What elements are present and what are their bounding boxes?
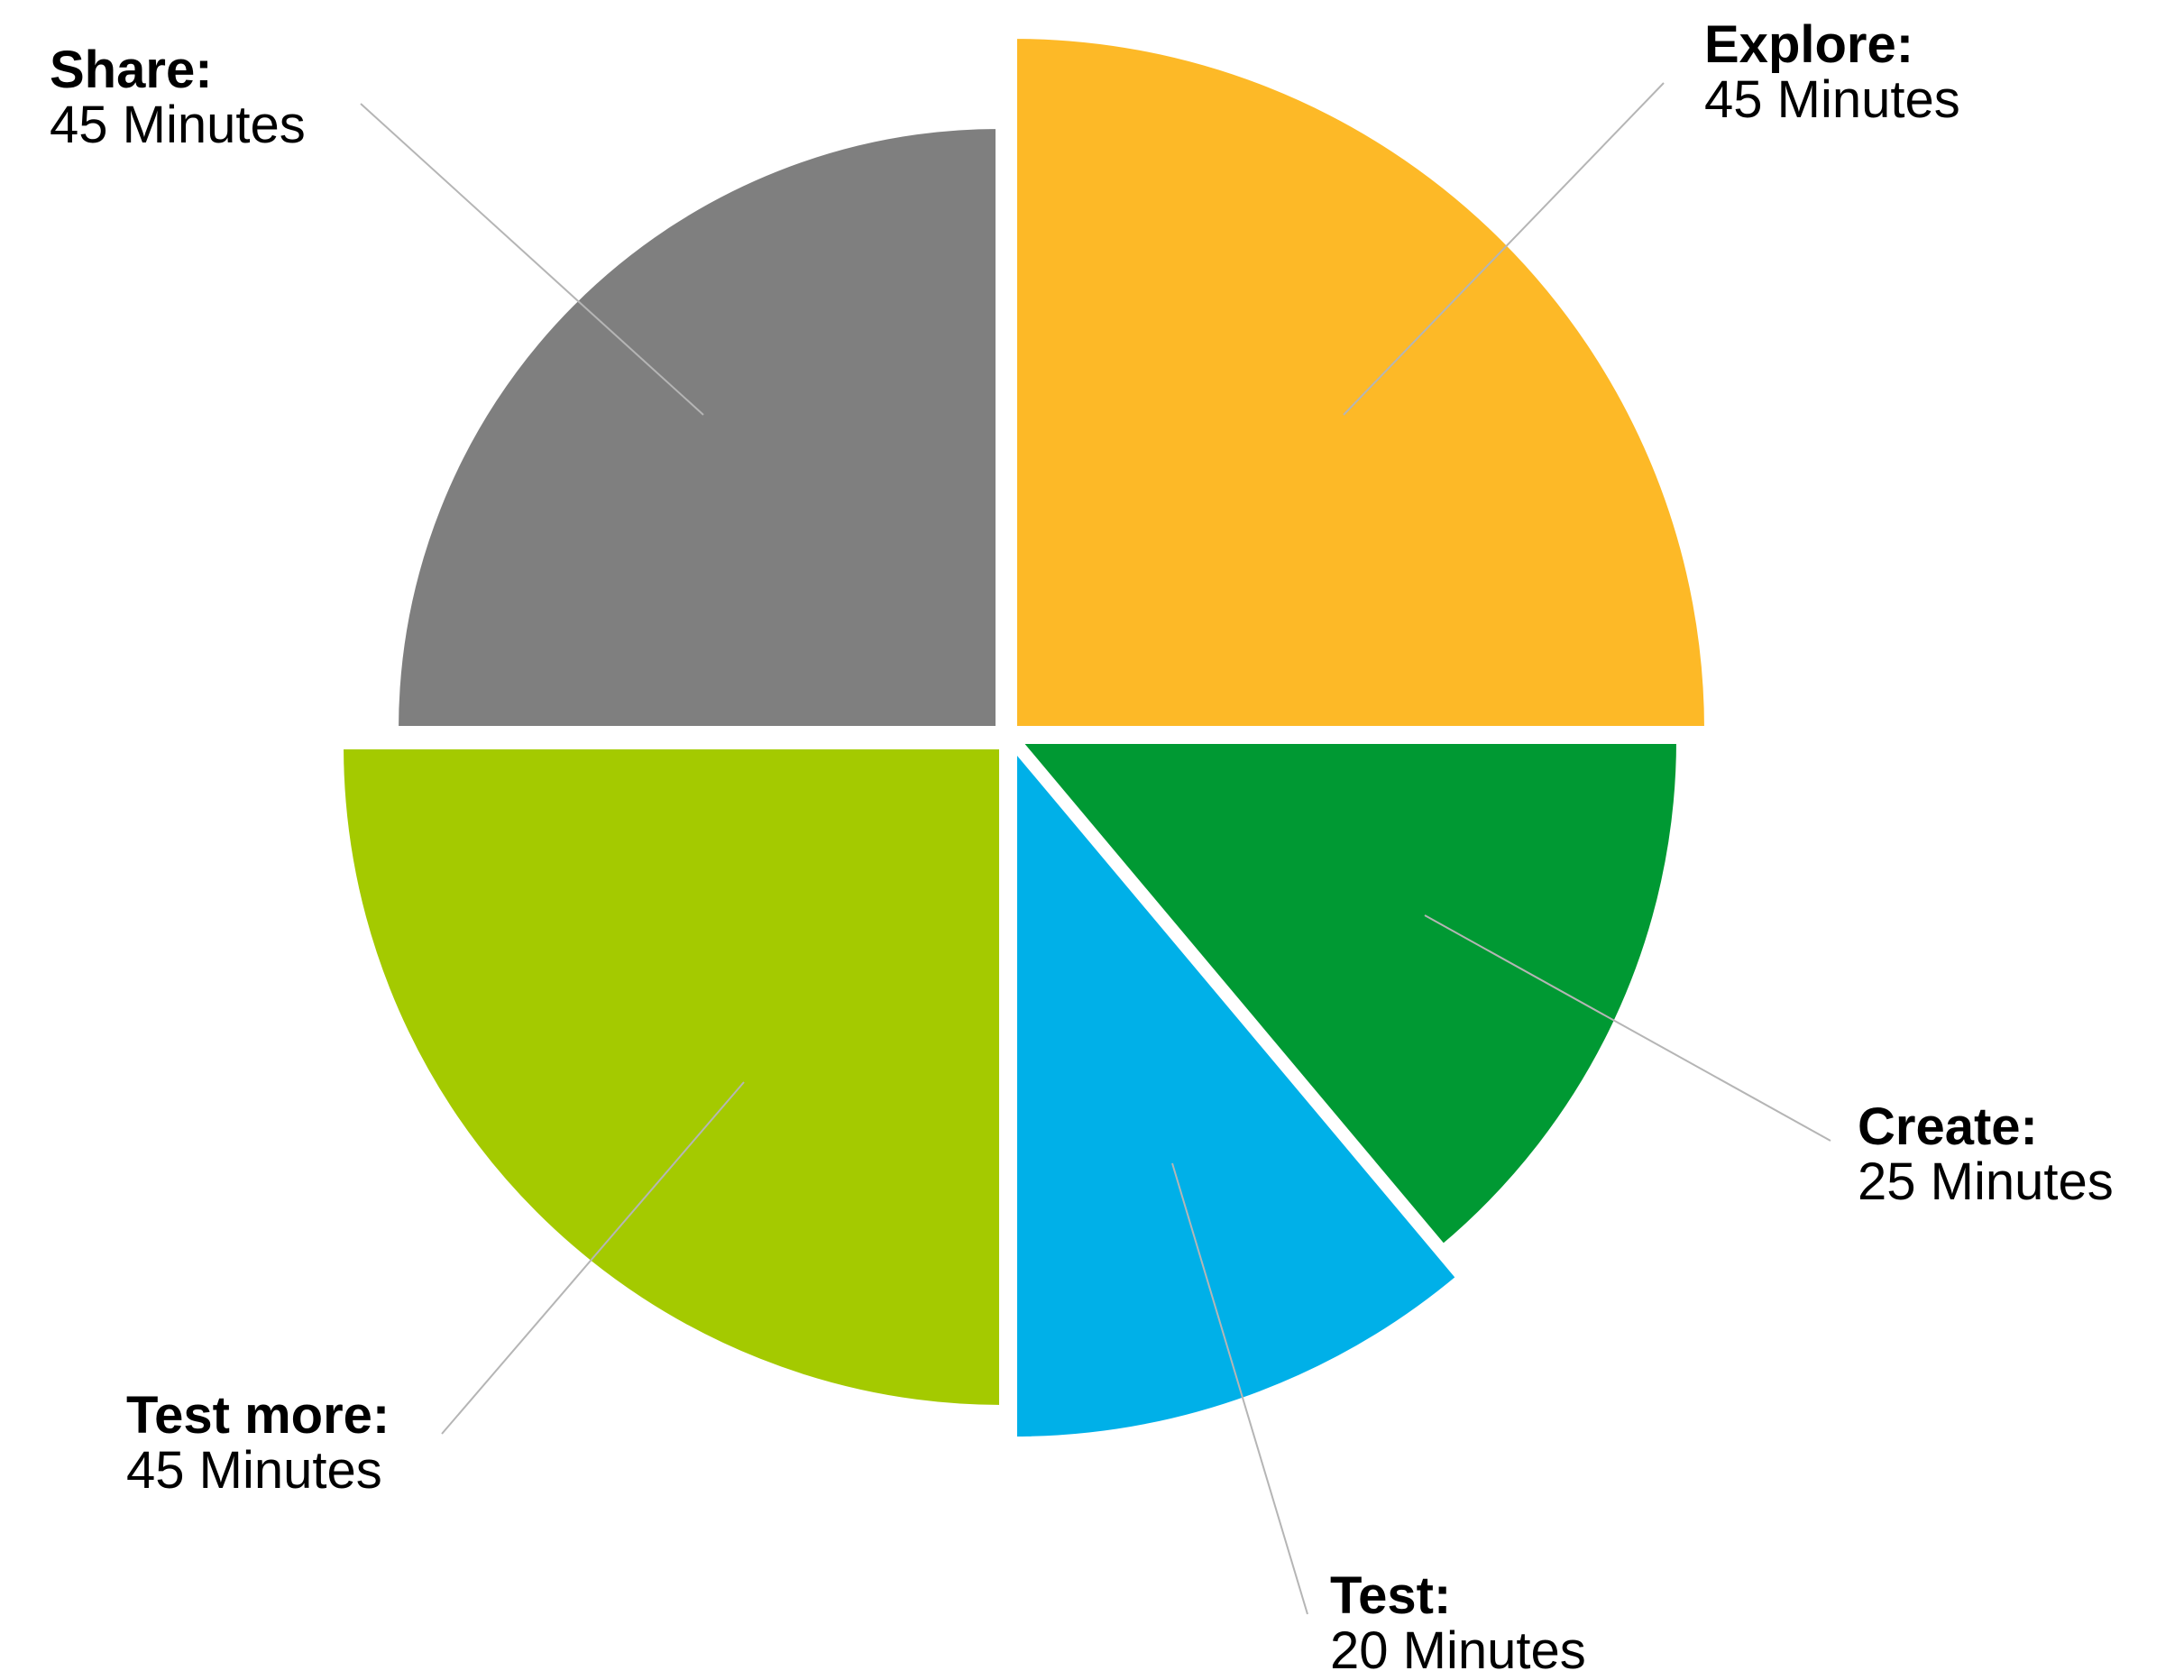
label-test-more-name: Test more: <box>126 1386 390 1445</box>
label-explore-name: Explore: <box>1704 15 1914 74</box>
label-test-more-value: 45 Minutes <box>126 1440 382 1500</box>
label-create-name: Create: <box>1858 1097 2038 1156</box>
pie-slices <box>335 31 1712 1445</box>
slice-create <box>1009 737 1684 1253</box>
leader-line-test <box>1171 1162 1308 1615</box>
leader-line-explore <box>1343 82 1665 416</box>
slice-test <box>1010 736 1465 1445</box>
slice-test-more <box>335 742 1006 1413</box>
label-test-value: 20 Minutes <box>1330 1620 1586 1680</box>
leader-lines <box>360 82 1831 1615</box>
label-share-name: Share: <box>50 41 213 99</box>
leader-line-test-more <box>441 1081 745 1435</box>
label-explore-value: 45 Minutes <box>1704 69 1960 129</box>
slice-explore <box>1010 31 1712 733</box>
label-create-value: 25 Minutes <box>1858 1152 2114 1211</box>
label-share: Share: 45 Minutes <box>50 41 306 154</box>
label-test-more: Test more: 45 Minutes <box>126 1386 390 1500</box>
label-explore: Explore: 45 Minutes <box>1704 15 1960 129</box>
label-create: Create: 25 Minutes <box>1858 1097 2114 1211</box>
label-test: Test: 20 Minutes <box>1330 1566 1586 1680</box>
label-share-value: 45 Minutes <box>50 95 306 154</box>
leader-line-create <box>1424 914 1831 1142</box>
label-test-name: Test: <box>1330 1566 1452 1625</box>
leader-line-share <box>360 103 704 416</box>
slice-share <box>390 121 1003 733</box>
